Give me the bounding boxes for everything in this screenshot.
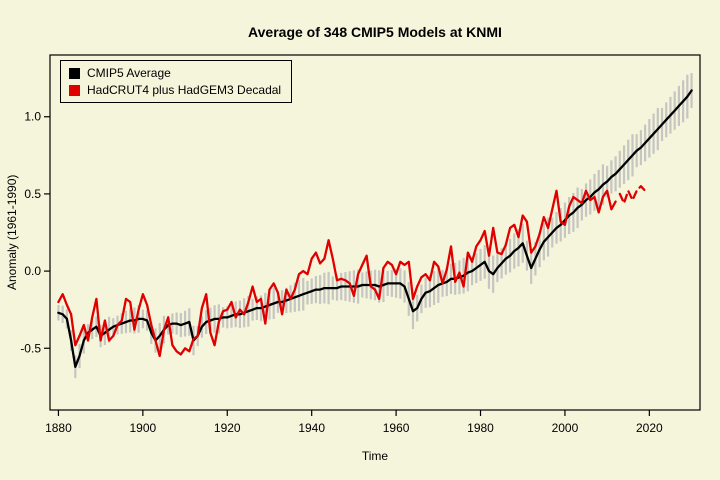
y-tick-label: 1.0: [24, 110, 41, 124]
legend-item-cmip5: CMIP5 Average: [69, 67, 281, 79]
x-tick-label: 1920: [214, 421, 241, 435]
plot-box: [49, 54, 701, 411]
y-tick-label: 0.5: [24, 187, 41, 201]
series-line-0: [57, 89, 693, 368]
x-tick-label: 1980: [467, 421, 494, 435]
series-line-2: [618, 185, 647, 205]
series-line-1: [57, 189, 617, 358]
y-tick-label: 0.0: [24, 264, 41, 278]
x-tick-label: 2000: [552, 421, 579, 435]
y-tick-label: -0.5: [20, 341, 41, 355]
legend-label-cmip5: CMIP5 Average: [87, 66, 171, 80]
x-tick-label: 2020: [636, 421, 663, 435]
legend-swatch-0: [69, 67, 80, 79]
legend-swatch-1: [69, 84, 80, 96]
legend-label-hadcrut4: HadCRUT4 plus HadGEM3 Decadal: [87, 83, 282, 97]
x-tick-label: 1900: [130, 421, 157, 435]
chart-title: Average of 348 CMIP5 Models at KNMI: [248, 24, 502, 40]
x-axis-label: Time: [361, 449, 389, 463]
x-tick-label: 1960: [383, 421, 410, 435]
legend-item-hadcrut4: HadCRUT4 plus HadGEM3 Decadal: [69, 84, 281, 96]
x-tick-label: 1880: [45, 421, 72, 435]
x-tick-label: 1940: [298, 421, 325, 435]
legend: CMIP5 Average HadCRUT4 plus HadGEM3 Deca…: [60, 60, 293, 103]
